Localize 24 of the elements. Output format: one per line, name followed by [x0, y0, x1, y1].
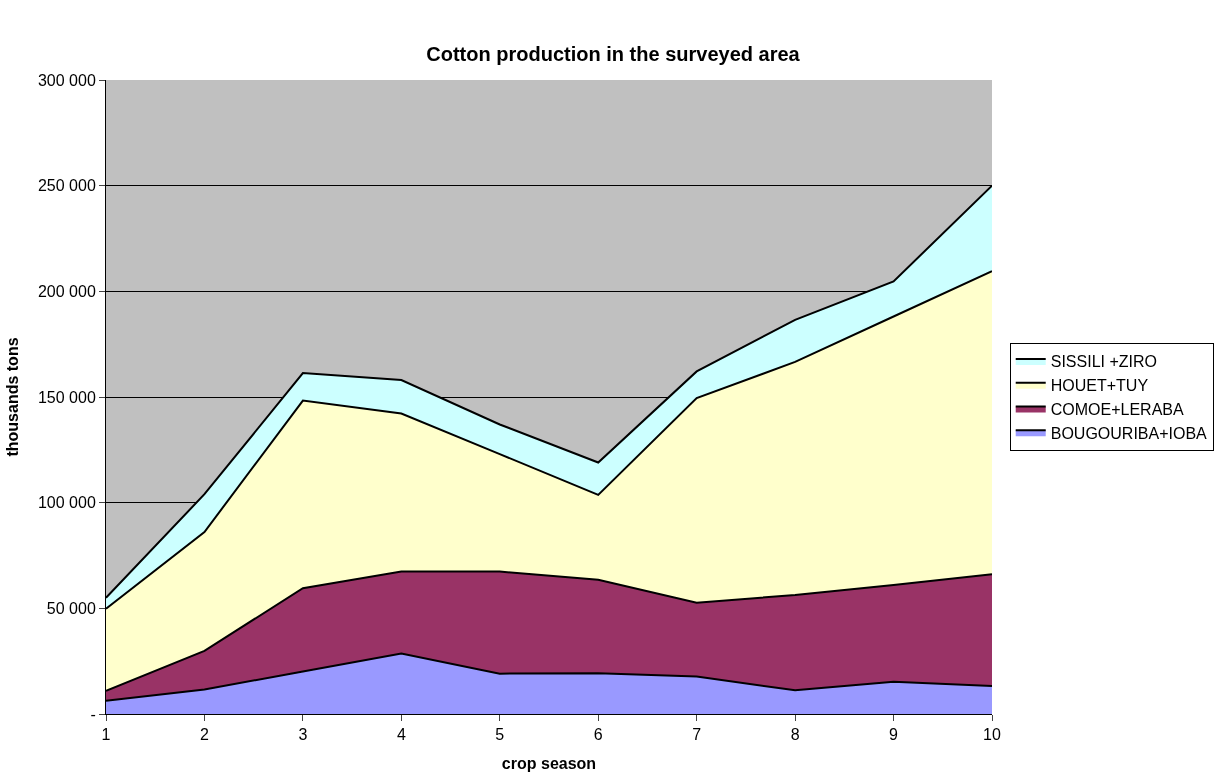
x-tick-label: 1	[101, 726, 111, 744]
x-tick-label: 4	[396, 726, 406, 744]
x-tick-label: 7	[692, 726, 702, 744]
legend-label: HOUET+TUY	[1050, 376, 1149, 394]
y-tick-label: 200 000	[37, 282, 96, 300]
legend-label: COMOE+LERABA	[1050, 400, 1184, 418]
chart-title: Cotton production in the surveyed area	[426, 43, 801, 66]
x-axis-title: crop season	[501, 754, 597, 772]
y-tick-label: -	[90, 705, 96, 723]
x-tick-label: 6	[593, 726, 603, 744]
y-tick-label: 100 000	[37, 494, 96, 512]
x-tick-label: 9	[889, 726, 899, 744]
y-tick-label: 250 000	[37, 177, 96, 195]
legend-label: SISSILI +ZIRO	[1050, 353, 1157, 371]
y-tick-label: 50 000	[46, 599, 96, 617]
x-tick-label: 2	[199, 726, 209, 744]
y-tick-label: 300 000	[37, 71, 96, 89]
y-tick-label: 150 000	[37, 388, 96, 406]
legend-label: BOUGOURIBA+IOBA	[1050, 424, 1208, 442]
x-tick-label: 3	[298, 726, 308, 744]
x-tick-label: 8	[790, 726, 800, 744]
y-axis-title: thousands tons	[3, 337, 21, 457]
x-tick-label: 10	[983, 726, 1001, 744]
x-tick-label: 5	[495, 726, 505, 744]
